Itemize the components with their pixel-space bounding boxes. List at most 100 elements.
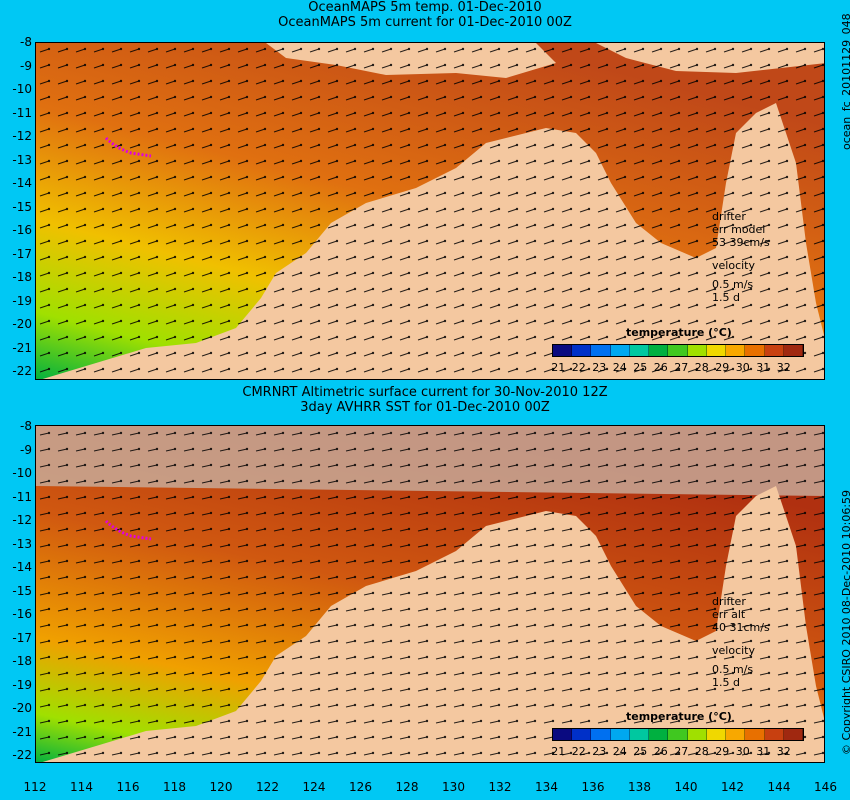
bottom-colorbar-labels: 21 22 23 24 25 26 27 28 29 30 31 32 — [548, 745, 794, 758]
drifter-track — [104, 136, 152, 158]
colorbar-segment — [706, 345, 727, 356]
colorbar-segment — [764, 345, 784, 356]
lat-tick-label: -21 — [12, 724, 32, 739]
colorbar-label: 30 — [735, 361, 750, 374]
lon-tick-label: 138 — [628, 780, 651, 794]
bottom-title-2: 3day AVHRR SST for 01-Dec-2010 00Z — [300, 400, 550, 415]
lat-tick-label: -15 — [12, 583, 32, 598]
lat-tick-label: -13 — [12, 152, 32, 167]
lat-tick-label: -17 — [12, 630, 32, 645]
colorbar-label: 23 — [592, 745, 607, 758]
colorbar-segment — [629, 729, 650, 740]
colorbar-segment — [668, 729, 688, 740]
lat-tick-label: -11 — [12, 105, 32, 120]
colorbar-label: 28 — [694, 361, 709, 374]
colorbar-label: 24 — [612, 361, 627, 374]
colorbar-segment — [649, 729, 669, 740]
colorbar-label: 25 — [633, 361, 648, 374]
colorbar-label: 28 — [694, 745, 709, 758]
lon-tick-label: 122 — [256, 780, 279, 794]
lat-tick-label: -10 — [12, 466, 32, 480]
lat-tick-label: -15 — [12, 199, 32, 214]
colorbar-label: 32 — [776, 361, 791, 374]
top-colorbar-labels: 21 22 23 24 25 26 27 28 29 30 31 32 — [548, 361, 794, 374]
top-legend: drifter err model 53 39cm/s velocity 0.5… — [712, 210, 770, 304]
lon-tick-label: 142 — [721, 780, 744, 794]
lat-tick-label: -9 — [20, 58, 32, 73]
drifter-track-bottom — [104, 519, 152, 541]
lon-tick-label: 116 — [116, 780, 140, 794]
bottom-legend: drifter err alt 40 31cm/s velocity 0.5 m… — [712, 595, 770, 689]
lat-tick-label: -16 — [12, 607, 32, 621]
colorbar-label: 27 — [674, 745, 689, 758]
lat-tick-label: -18 — [12, 270, 32, 284]
lat-tick-label: -11 — [12, 489, 32, 504]
colorbar-label: 29 — [715, 745, 730, 758]
lat-tick-label: -10 — [12, 82, 32, 96]
bottom-title-1: CMRNRT Altimetric surface current for 30… — [242, 385, 608, 400]
lon-tick-label: 118 — [163, 780, 186, 794]
lon-tick-label: 114 — [70, 780, 93, 794]
lat-tick-label: -12 — [12, 513, 32, 527]
colorbar-segment — [687, 729, 707, 740]
colorbar-segment — [726, 345, 746, 356]
colorbar-segment — [687, 345, 707, 356]
lat-tick-label: -17 — [12, 246, 32, 261]
colorbar-segment — [610, 729, 630, 740]
lon-tick-label: 120 — [209, 780, 233, 794]
colorbar-label: 31 — [756, 745, 771, 758]
top-title-2: OceanMAPS 5m current for 01-Dec-2010 00Z — [278, 15, 572, 30]
colorbar-segment — [572, 729, 592, 740]
colorbar-label: 32 — [776, 745, 791, 758]
lon-tick-label: 146 — [814, 780, 837, 794]
colorbar-segment — [553, 345, 573, 356]
colorbar-label: 27 — [674, 361, 689, 374]
lon-tick-label: 134 — [535, 780, 558, 794]
lat-tick-label: -12 — [12, 129, 32, 143]
lat-tick-label: -21 — [12, 340, 32, 355]
lat-tick-label: -8 — [20, 35, 32, 49]
colorbar-segment — [629, 345, 650, 356]
lat-tick-label: -20 — [12, 317, 32, 331]
lat-tick-label: -14 — [12, 560, 32, 574]
lat-tick-label: -19 — [12, 677, 32, 692]
lat-tick-label: -20 — [12, 701, 32, 715]
top-sst-field — [36, 43, 824, 379]
colorbar-label: 21 — [551, 745, 566, 758]
lon-tick-label: 112 — [23, 780, 47, 794]
colorbar-label: 23 — [592, 361, 607, 374]
top-map-panel — [35, 42, 825, 380]
bottom-colorbar-title: temperature (°C) — [626, 710, 732, 723]
colorbar-label: 21 — [551, 361, 566, 374]
colorbar-label: 31 — [756, 361, 771, 374]
colorbar-segment — [591, 345, 611, 356]
colorbar-segment — [783, 345, 804, 356]
top-colorbar-title: temperature (°C) — [626, 326, 732, 339]
lat-tick-label: -8 — [20, 419, 32, 433]
colorbar-label: 25 — [633, 745, 648, 758]
colorbar-label: 22 — [571, 361, 586, 374]
colorbar-segment — [591, 729, 611, 740]
lat-tick-label: -22 — [12, 748, 32, 762]
lon-tick-label: 128 — [395, 780, 419, 794]
lon-tick-label: 130 — [442, 780, 465, 794]
lon-tick-label: 124 — [302, 780, 326, 794]
lat-tick-label: -22 — [12, 364, 32, 378]
colorbar-segment — [706, 729, 727, 740]
colorbar-label: 29 — [715, 361, 730, 374]
lon-tick-label: 140 — [674, 780, 698, 794]
colorbar-segment — [783, 729, 804, 740]
lon-tick-label: 132 — [488, 780, 512, 794]
colorbar-label: 24 — [612, 745, 627, 758]
colorbar-label: 30 — [735, 745, 750, 758]
bottom-colorbar — [552, 728, 804, 741]
colorbar-segment — [610, 345, 630, 356]
top-side-label: ocean_fc_20101129_048 — [840, 13, 850, 150]
lon-tick-label: 136 — [581, 780, 605, 794]
colorbar-segment — [745, 729, 765, 740]
top-title-1: OceanMAPS 5m temp. 01-Dec-2010 — [308, 0, 542, 15]
colorbar-segment — [745, 345, 765, 356]
lon-tick-label: 126 — [349, 780, 372, 794]
colorbar-segment — [649, 345, 669, 356]
colorbar-label: 22 — [571, 745, 586, 758]
